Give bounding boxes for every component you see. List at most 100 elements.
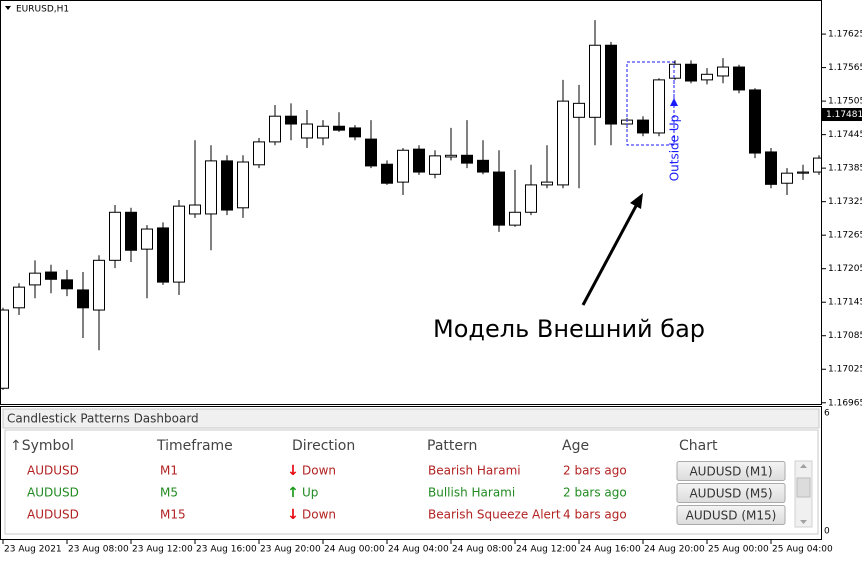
y-tick-label: 1.17445	[828, 130, 862, 140]
candle-body-down	[45, 271, 57, 280]
candle-body-up	[141, 228, 153, 250]
last-price-label: 1.17481	[826, 110, 862, 120]
scroll-down[interactable]	[800, 520, 807, 524]
candle-body-down	[605, 44, 617, 125]
chart-button[interactable]	[676, 505, 786, 525]
y-tick-label: 1.17325	[828, 197, 862, 207]
candle-body-up	[397, 149, 409, 183]
x-tick-label: 24 Aug 20:00	[644, 545, 705, 555]
candle-body-down	[413, 148, 425, 173]
candle-body-up	[93, 259, 105, 311]
candle-body-down	[365, 138, 377, 167]
cell-timeframe: M1	[160, 464, 178, 478]
candle-body-down	[157, 227, 169, 283]
column-header: Timeframe	[156, 438, 233, 454]
candle-body-up	[173, 205, 185, 283]
dashboard-title: Candlestick Patterns Dashboard	[7, 412, 199, 426]
candle-body-up	[781, 172, 793, 184]
y-tick-label: 1.17205	[828, 264, 862, 274]
dashboard-titlebar	[2, 408, 820, 429]
candle-body-up	[653, 79, 665, 134]
x-tick-label: 24 Aug 08:00	[452, 545, 513, 555]
pattern-arrow	[670, 98, 678, 106]
cell-age: 2 bars ago	[563, 464, 627, 478]
scroll-up[interactable]	[800, 464, 807, 468]
menu-triangle[interactable]	[5, 6, 11, 10]
candle-body-down	[349, 127, 361, 138]
x-tick-label: 23 Aug 16:00	[196, 545, 257, 555]
chart-frame	[0, 0, 822, 405]
last-price-tag	[822, 108, 862, 122]
candle-body-up	[429, 155, 441, 175]
candle-body-down	[285, 115, 297, 125]
chart-button[interactable]	[676, 483, 786, 503]
pattern-label: Outside Up	[668, 115, 682, 182]
candle-body-up	[797, 171, 809, 174]
direction-arrow: ↓	[287, 463, 299, 479]
column-header[interactable]: ↑Symbol	[10, 438, 74, 454]
x-tick-label: 23 Aug 2021	[4, 545, 62, 555]
candle-body-up	[541, 181, 553, 186]
candle-body-up	[301, 123, 313, 139]
candle-body-down	[381, 163, 393, 184]
chart-button-label[interactable]: AUDUSD (M15)	[686, 509, 777, 523]
column-header: Direction	[292, 438, 355, 454]
candle-body-down	[61, 279, 73, 290]
y-tick-label: 1.17625	[828, 30, 862, 40]
chart-title: EURUSD,H1	[16, 5, 69, 15]
chart-button-label[interactable]: AUDUSD (M1)	[689, 465, 772, 479]
candle-body-down	[733, 66, 745, 91]
cell-age: 4 bars ago	[563, 508, 627, 522]
y-tick-label: 1.17145	[828, 298, 862, 308]
x-tick-label: 25 Aug 00:00	[708, 545, 769, 555]
candle-body-up	[269, 115, 281, 143]
cell-symbol: AUDUSD	[27, 486, 79, 500]
y-tick-label: 1.17085	[828, 331, 862, 341]
y-tick-label: 1.17565	[828, 63, 862, 73]
time-axis: 23 Aug 2021 23 Aug 08:00 23 Aug 12:00 23 Au…	[2, 540, 833, 555]
x-tick-label: 24 Aug 16:00	[580, 545, 641, 555]
candle-body-down	[493, 171, 505, 226]
cell-timeframe: M15	[160, 508, 186, 522]
candle-body-up	[189, 204, 201, 215]
cell-symbol: AUDUSD	[27, 508, 79, 522]
candle-body-up	[13, 286, 25, 309]
chart-button-label[interactable]: AUDUSD (M5)	[689, 487, 772, 501]
dashboard-rows: ↑Symbol Timeframe Direction Pattern Age Chart…	[10, 409, 830, 537]
x-tick-label: 24 Aug 00:00	[324, 545, 385, 555]
x-tick-label: 24 Aug 12:00	[516, 545, 577, 555]
price-axis: 1.16965 1.17025 1.17085 1.17145 1.17205 1.172…	[822, 30, 862, 408]
candle-body-down	[749, 89, 761, 154]
cell-symbol: AUDUSD	[27, 464, 79, 478]
cell-direction: Down	[302, 508, 336, 522]
candle-body-down	[765, 151, 777, 185]
candle-body-down	[125, 211, 137, 251]
candle-body-up	[701, 73, 713, 81]
candles	[1, 20, 821, 390]
candle-body-up	[205, 160, 217, 215]
y-tick-label: 1.17505	[828, 97, 862, 107]
candle-body-up	[589, 44, 601, 118]
scroll-thumb[interactable]	[796, 477, 811, 498]
cell-timeframe: M5	[160, 486, 178, 500]
candle-body-down	[461, 154, 473, 164]
x-tick-label: 23 Aug 12:00	[132, 545, 193, 555]
candle-body-up	[813, 157, 821, 173]
chart-button[interactable]	[676, 461, 786, 481]
sub-tick-label: 6	[824, 409, 830, 419]
candle-body-up	[557, 100, 569, 186]
candle-body-up	[1, 309, 9, 389]
candle-body-up	[509, 211, 521, 226]
candle-body-up	[573, 102, 585, 118]
column-header: Age	[562, 438, 589, 454]
cell-direction: Down	[302, 464, 336, 478]
y-tick-label: 1.17025	[828, 365, 862, 375]
direction-arrow: ↑	[287, 485, 299, 501]
candle-body-down	[221, 160, 233, 211]
candle-body-down	[637, 119, 649, 134]
x-tick-label: 23 Aug 20:00	[260, 545, 321, 555]
cell-pattern: Bearish Squeeze Alert	[428, 508, 561, 522]
candle-body-up	[237, 161, 249, 209]
callout-arrow-line	[581, 205, 638, 306]
cell-direction: Up	[302, 486, 318, 500]
